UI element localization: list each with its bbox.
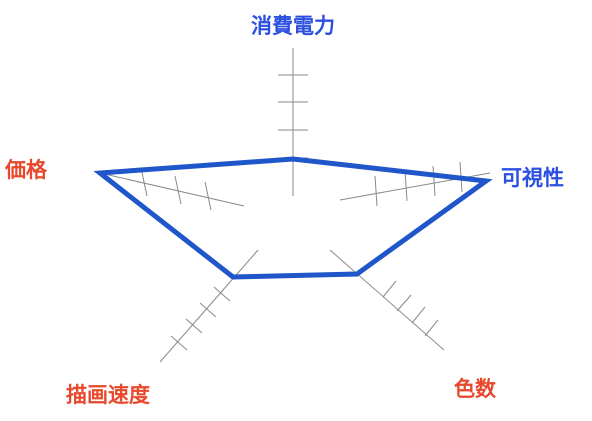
- tick-speed-1: [213, 286, 231, 302]
- radar-polygon: [93, 156, 493, 280]
- axes: [99, 48, 491, 363]
- tick-visibility-1: [374, 175, 378, 207]
- tick-speed-3: [185, 318, 203, 334]
- axis-labels: 消費電力 可視性 色数 描画速度 価格: [4, 14, 564, 407]
- axis-colors: [329, 249, 445, 351]
- label-visibility: 可視性: [501, 166, 564, 190]
- label-colors: 色数: [454, 377, 497, 401]
- tick-colors-3: [411, 306, 426, 324]
- axis-price: [99, 172, 245, 207]
- label-price: 価格: [4, 158, 48, 182]
- axis-speed: [159, 249, 259, 363]
- label-power: 消費電力: [251, 14, 335, 38]
- tick-speed-2: [199, 302, 217, 318]
- tick-price-3: [204, 181, 212, 211]
- tick-speed-4: [170, 335, 188, 351]
- axis-ticks: [140, 74, 463, 351]
- tick-colors-2: [396, 294, 412, 312]
- tick-colors-4: [424, 319, 439, 337]
- tick-colors-1: [382, 280, 397, 298]
- tick-visibility-2: [404, 170, 408, 202]
- label-speed: 描画速度: [66, 383, 150, 407]
- tick-price-1: [140, 167, 148, 197]
- tick-visibility-3: [432, 165, 436, 197]
- tick-price-2: [174, 175, 182, 205]
